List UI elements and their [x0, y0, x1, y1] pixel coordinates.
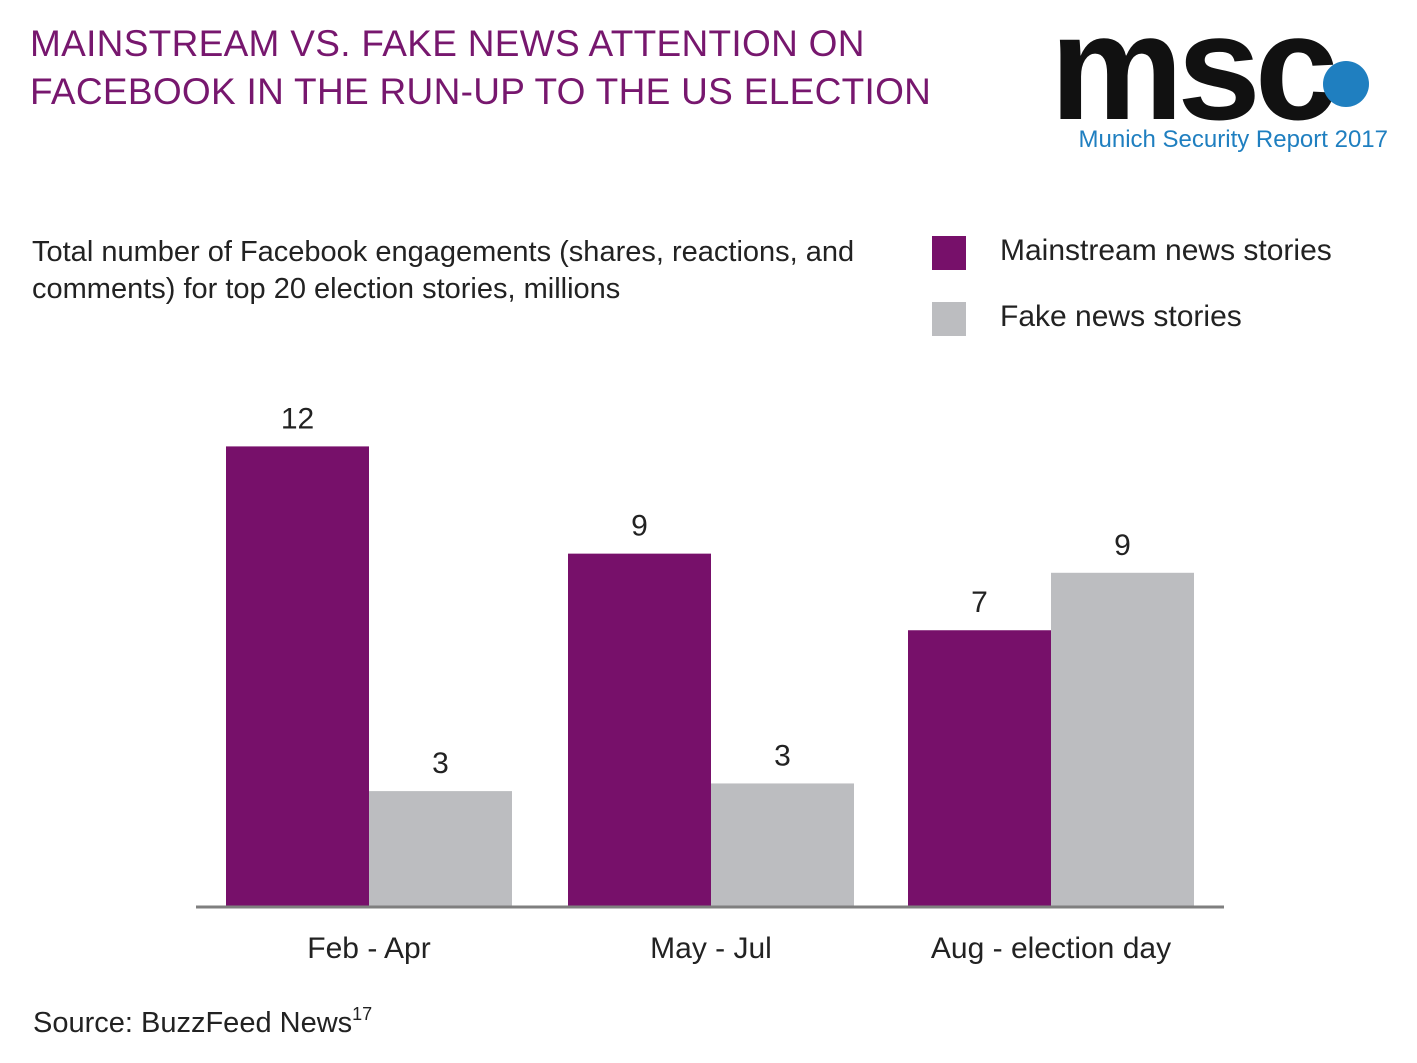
data-label-mainstream-3: 7	[971, 586, 988, 619]
title-line-1: MAINSTREAM VS. FAKE NEWS ATTENTION ON	[30, 23, 865, 64]
logo-subtitle: Munich Security Report 2017	[1078, 126, 1389, 153]
chart-subtitle: Total number of Facebook engagements (sh…	[32, 236, 855, 305]
bar-mainstream-2	[568, 553, 711, 906]
data-label-fake-3: 9	[1114, 529, 1131, 562]
data-label-mainstream-2: 9	[631, 510, 648, 543]
legend-label-fake: Fake news stories	[1000, 300, 1242, 333]
logo-dot-icon	[1323, 61, 1369, 107]
x-tick-label-2: May - Jul	[650, 932, 772, 965]
x-tick-label-3: Aug - election day	[931, 932, 1171, 965]
x-tick-label-1: Feb - Apr	[307, 932, 430, 965]
bar-fake-1	[369, 791, 512, 906]
logo-wordmark: msc	[1050, 0, 1338, 151]
legend-label-mainstream: Mainstream news stories	[1000, 234, 1332, 267]
bar-fake-2	[711, 783, 854, 906]
data-label-fake-1: 3	[432, 747, 449, 780]
source-footnote: 17	[352, 1004, 373, 1024]
source-label: Source: BuzzFeed News	[33, 1007, 353, 1039]
legend-swatch-mainstream	[932, 236, 966, 270]
bar-mainstream-1	[226, 446, 369, 906]
bar-fake-3	[1051, 572, 1194, 906]
bar-mainstream-3	[908, 630, 1051, 906]
data-label-fake-2: 3	[774, 739, 791, 772]
source-note: Source: BuzzFeed News17	[33, 1004, 372, 1040]
msc-logo: msc Munich Security Report 2017	[1050, 0, 1395, 158]
legend-swatch-fake	[932, 302, 966, 336]
title-line-2: FACEBOOK IN THE RUN-UP TO THE US ELECTIO…	[30, 71, 932, 112]
data-label-mainstream-1: 12	[281, 402, 314, 435]
chart-title: MAINSTREAM VS. FAKE NEWS ATTENTION ON FA…	[30, 20, 1010, 116]
